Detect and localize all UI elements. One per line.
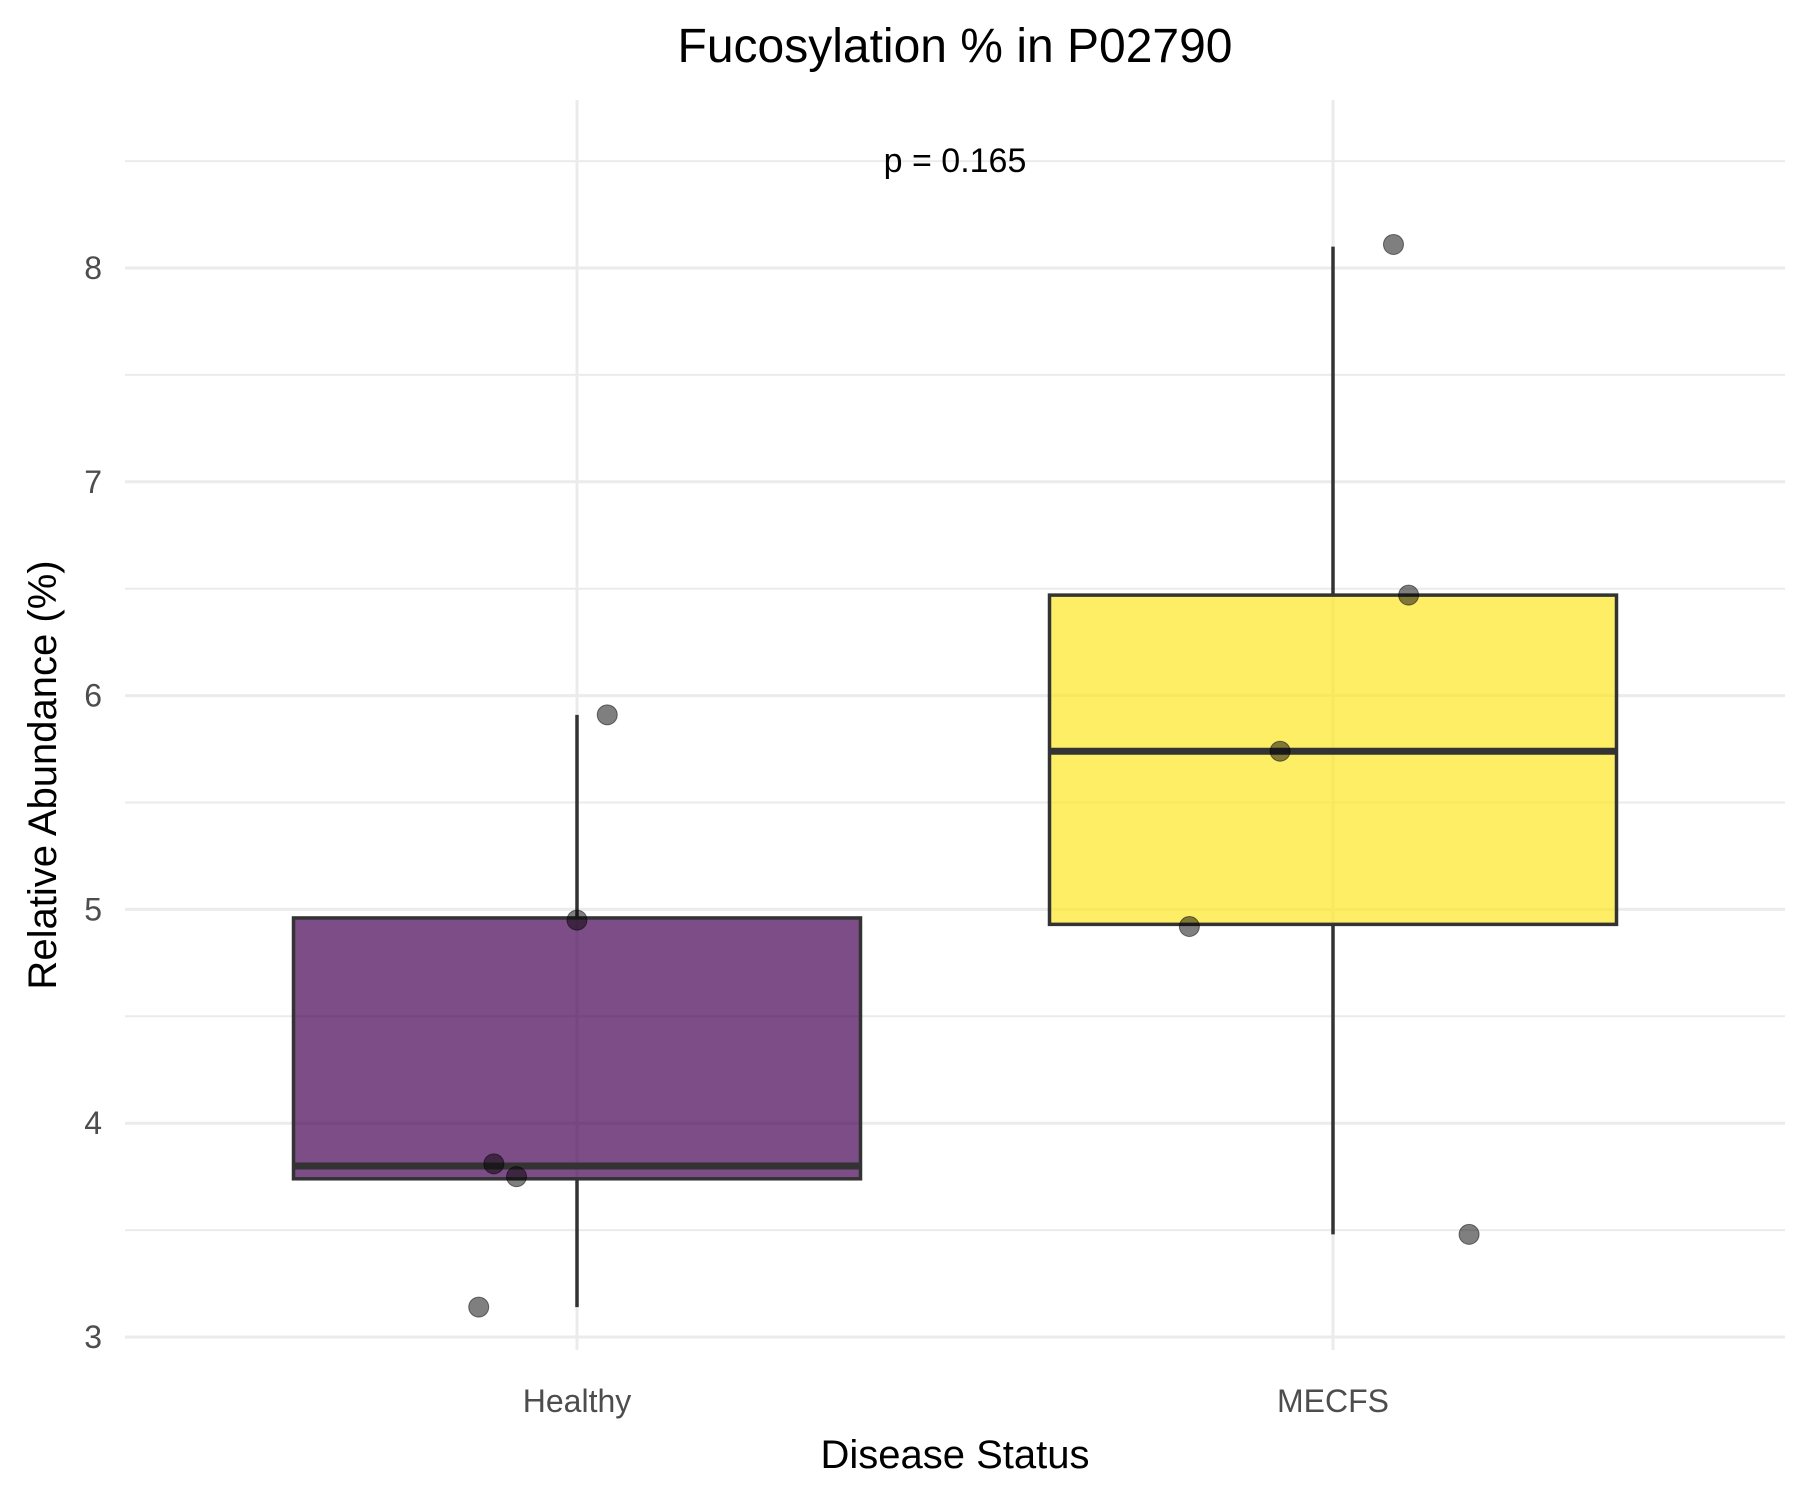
mecfs-box <box>1047 593 1619 927</box>
healthy-data-point <box>506 1166 528 1188</box>
chart-title: Fucosylation % in P02790 <box>678 20 1233 73</box>
x-tick-label: Healthy <box>523 1383 632 1419</box>
data-points <box>468 233 1480 1318</box>
healthy-data-point <box>483 1153 505 1175</box>
p-value-annotation: p = 0.165 <box>884 142 1027 180</box>
y-tick-label: 4 <box>84 1105 102 1141</box>
x-axis-ticks: Healthy MECFS <box>523 1383 1389 1419</box>
healthy-data-point <box>468 1296 490 1318</box>
mecfs-data-point <box>1382 233 1404 255</box>
x-axis-title: Disease Status <box>820 1433 1089 1477</box>
box-plots <box>291 246 1619 1308</box>
y-tick-label: 7 <box>84 464 102 500</box>
y-tick-label: 5 <box>84 891 102 927</box>
y-tick-label: 6 <box>84 678 102 714</box>
mecfs-data-point <box>1269 740 1291 762</box>
y-tick-label: 3 <box>84 1319 102 1355</box>
healthy-data-point <box>566 909 588 931</box>
mecfs-data-point <box>1458 1223 1480 1245</box>
mecfs-data-point <box>1178 916 1200 938</box>
mecfs-data-point <box>1398 584 1420 606</box>
healthy-box <box>291 916 863 1181</box>
healthy-data-point <box>596 704 618 726</box>
y-tick-label: 8 <box>84 250 102 286</box>
y-axis-ticks: 3 4 5 6 7 8 <box>84 250 102 1355</box>
x-tick-label: MECFS <box>1277 1383 1389 1419</box>
y-axis-title: Relative Abundance (%) <box>21 560 65 989</box>
